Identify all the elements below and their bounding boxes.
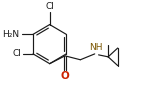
- Text: NH: NH: [89, 43, 102, 52]
- Text: Cl: Cl: [13, 49, 21, 58]
- Text: O: O: [61, 72, 69, 81]
- Text: H₂N: H₂N: [3, 30, 20, 39]
- Text: Cl: Cl: [45, 2, 54, 11]
